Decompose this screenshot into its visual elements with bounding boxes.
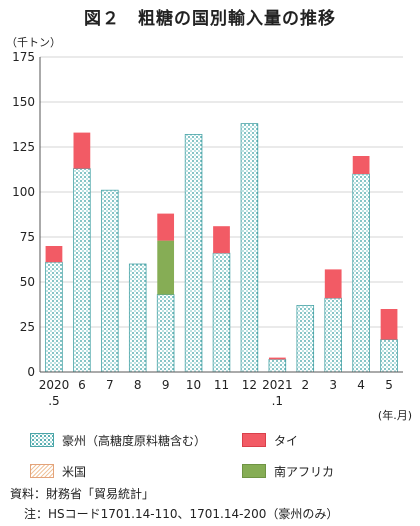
legend-label-south-africa: 南アフリカ xyxy=(274,465,335,479)
y-axis-unit-label: （千トン） xyxy=(6,36,61,49)
legend-swatch-south-africa xyxy=(242,464,266,478)
bar-segment-s2-c11 xyxy=(352,156,370,174)
bar-segment-s0-c6 xyxy=(212,252,231,373)
bars xyxy=(45,123,398,373)
bar-segment-s0-c1 xyxy=(73,168,91,373)
bar-segment-s0-c0 xyxy=(45,261,63,373)
y-tick-label: 50 xyxy=(20,275,35,289)
x-tick-label: 10 xyxy=(186,378,201,392)
x-axis-unit-label: (年.月) xyxy=(377,409,412,422)
x-tick-label: 6 xyxy=(78,378,86,392)
y-tick-label: 0 xyxy=(27,365,35,379)
bar-segment-s0-c12 xyxy=(380,339,398,373)
bar-segment-s0-c10 xyxy=(324,297,342,373)
legend-swatch-thailand xyxy=(242,433,266,447)
x-tick-label: 8 xyxy=(134,378,142,392)
x-tick-label: 2021.1 xyxy=(262,378,293,408)
x-tick-label: 9 xyxy=(162,378,170,392)
x-tick-label: 3 xyxy=(329,378,337,392)
bar-segment-s2-c0 xyxy=(45,246,63,263)
chart-title: 図２ 粗糖の国別輸入量の推移 xyxy=(84,9,336,29)
bar-segment-s0-c11 xyxy=(352,173,370,373)
y-tick-label: 175 xyxy=(12,50,35,64)
legend: 豪州（高糖度原料糖含む） タイ 米国 南アフリカ xyxy=(30,432,410,504)
x-tick-label: 4 xyxy=(357,378,365,392)
bar-segment-s1-c4 xyxy=(157,240,175,295)
legend-swatch-usa xyxy=(30,464,54,478)
x-tick-label: 2020.5 xyxy=(39,378,70,408)
bar-segment-s0-c5 xyxy=(184,133,203,373)
bar-segment-s2-c12 xyxy=(380,309,398,340)
footnote-note: 注：HSコード1701.14-110、1701.14-200（豪州のみ） xyxy=(24,507,339,521)
x-tick-label: 11 xyxy=(214,378,229,392)
legend-swatch-australia xyxy=(30,433,54,447)
bar-segment-s0-c7 xyxy=(240,123,259,373)
x-tick-label: 12 xyxy=(242,378,257,392)
bar-segment-s0-c8 xyxy=(268,358,287,373)
bar-segment-s2-c4 xyxy=(157,213,175,241)
bar-segment-s0-c2 xyxy=(101,189,119,373)
axes xyxy=(39,57,403,373)
bar-segment-s0-c4 xyxy=(156,294,175,373)
y-tick-label: 150 xyxy=(12,95,35,109)
y-tick-label: 75 xyxy=(20,230,35,244)
bar-segment-s2-c8 xyxy=(268,357,286,360)
bar-segment-s0-c3 xyxy=(128,263,147,373)
footnote-source: 資料：財務省「貿易統計」 xyxy=(10,487,155,501)
legend-label-australia: 豪州（高糖度原料糖含む） xyxy=(62,434,207,448)
x-tick-label: 2 xyxy=(301,378,309,392)
bar-segment-s2-c1 xyxy=(73,132,91,169)
y-tick-label: 125 xyxy=(12,140,35,154)
legend-label-thailand: タイ xyxy=(274,434,299,448)
x-tick-label: 7 xyxy=(106,378,114,392)
y-tick-label: 25 xyxy=(20,320,35,334)
bar-segment-s2-c10 xyxy=(324,269,342,299)
x-tick-label: 5 xyxy=(385,378,393,392)
bar-segment-s0-c9 xyxy=(296,304,315,373)
y-tick-label: 100 xyxy=(12,185,35,199)
bar-segment-s2-c6 xyxy=(213,226,230,254)
legend-label-usa: 米国 xyxy=(62,465,87,479)
